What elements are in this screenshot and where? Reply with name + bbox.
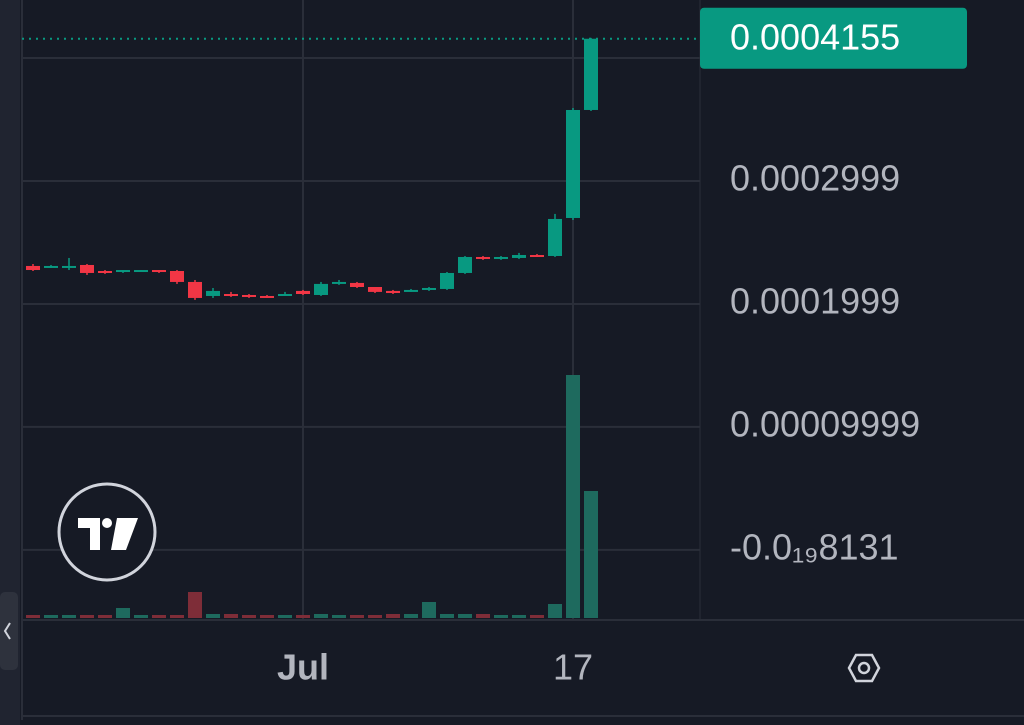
candle-body	[548, 218, 562, 256]
candle-body	[170, 271, 184, 282]
volume-bar	[188, 592, 202, 618]
volume-bar	[260, 615, 274, 618]
volume-bar	[170, 615, 184, 618]
volume-bar	[368, 615, 382, 618]
volume-layer	[26, 375, 598, 618]
volume-bar	[332, 615, 346, 618]
volume-bar	[530, 615, 544, 618]
candle-body	[584, 38, 598, 110]
logo-t	[78, 518, 100, 550]
candle-body	[188, 281, 202, 298]
candle-layer	[26, 37, 598, 300]
last-price-badge	[700, 7, 967, 69]
volume-bar	[422, 602, 436, 618]
candle-body	[80, 264, 94, 273]
candle-body	[368, 286, 382, 292]
volume-bar	[314, 614, 328, 618]
candle-body	[458, 256, 472, 273]
candle-body	[332, 281, 346, 284]
volume-bar	[512, 615, 526, 618]
left-panel	[0, 0, 20, 725]
volume-bar	[134, 615, 148, 618]
y-tick-label: 0.0001999	[730, 280, 900, 321]
settings-button[interactable]	[847, 653, 881, 683]
volume-bar	[584, 491, 598, 618]
y-tick-label: -0.0₁₉8131	[730, 526, 899, 567]
candle-body	[476, 256, 490, 259]
volume-bar	[206, 614, 220, 618]
candle-body	[404, 289, 418, 292]
candle-body	[98, 271, 112, 274]
volume-bar	[440, 614, 454, 618]
last-price: 0.0004155	[22, 7, 967, 69]
candle-body	[278, 294, 292, 297]
volume-bar	[494, 615, 508, 618]
logo-circle	[57, 482, 157, 582]
volume-bar	[350, 615, 364, 618]
collapse-button[interactable]	[0, 592, 18, 670]
volume-bar	[476, 614, 490, 618]
volume-bar	[98, 615, 112, 618]
candle-body	[566, 109, 580, 218]
logo-dot	[102, 518, 112, 528]
candle-body	[134, 270, 148, 273]
candle-body	[242, 294, 256, 297]
volume-bar	[404, 614, 418, 618]
x-tick-label: 17	[553, 647, 593, 688]
volume-bar	[296, 615, 310, 618]
candle-body	[440, 272, 454, 289]
candle-body	[314, 283, 328, 295]
candle-body	[350, 282, 364, 287]
candle-body	[512, 255, 526, 258]
candle-body	[224, 294, 238, 297]
last-price-label: 0.0004155	[730, 16, 900, 57]
candle-body	[44, 265, 58, 268]
candle-body	[422, 287, 436, 290]
candle-body	[26, 265, 40, 271]
settings-icon-center	[857, 661, 871, 675]
volume-bar	[44, 615, 58, 618]
volume-bar	[80, 615, 94, 618]
volume-bar	[278, 615, 292, 618]
time-axis: Jul 17	[277, 647, 593, 688]
volume-bar	[386, 614, 400, 618]
volume-bar	[566, 375, 580, 618]
volume-bar	[242, 615, 256, 618]
volume-bar	[116, 608, 130, 618]
volume-bar	[548, 604, 562, 618]
candle-body	[530, 255, 544, 258]
candle-body	[494, 256, 508, 259]
candle-body	[386, 290, 400, 294]
volume-bar	[458, 614, 472, 618]
y-tick-label: 0.00009999	[730, 403, 920, 444]
volume-bar	[152, 615, 166, 618]
logo-v	[111, 518, 138, 550]
logo	[57, 482, 157, 582]
settings-icon	[847, 653, 881, 683]
chevron-icon	[3, 622, 11, 640]
y-tick-label: 0.0002999	[730, 157, 900, 198]
candle-body	[296, 290, 310, 295]
candle-body	[62, 265, 76, 268]
x-tick-label: Jul	[277, 647, 329, 688]
candle-body	[116, 270, 130, 273]
candle-body	[260, 295, 274, 298]
volume-bar	[62, 615, 76, 618]
volume-bar	[224, 614, 238, 618]
candle-body	[206, 290, 220, 296]
candle-body	[152, 270, 166, 273]
volume-bar	[26, 615, 40, 618]
